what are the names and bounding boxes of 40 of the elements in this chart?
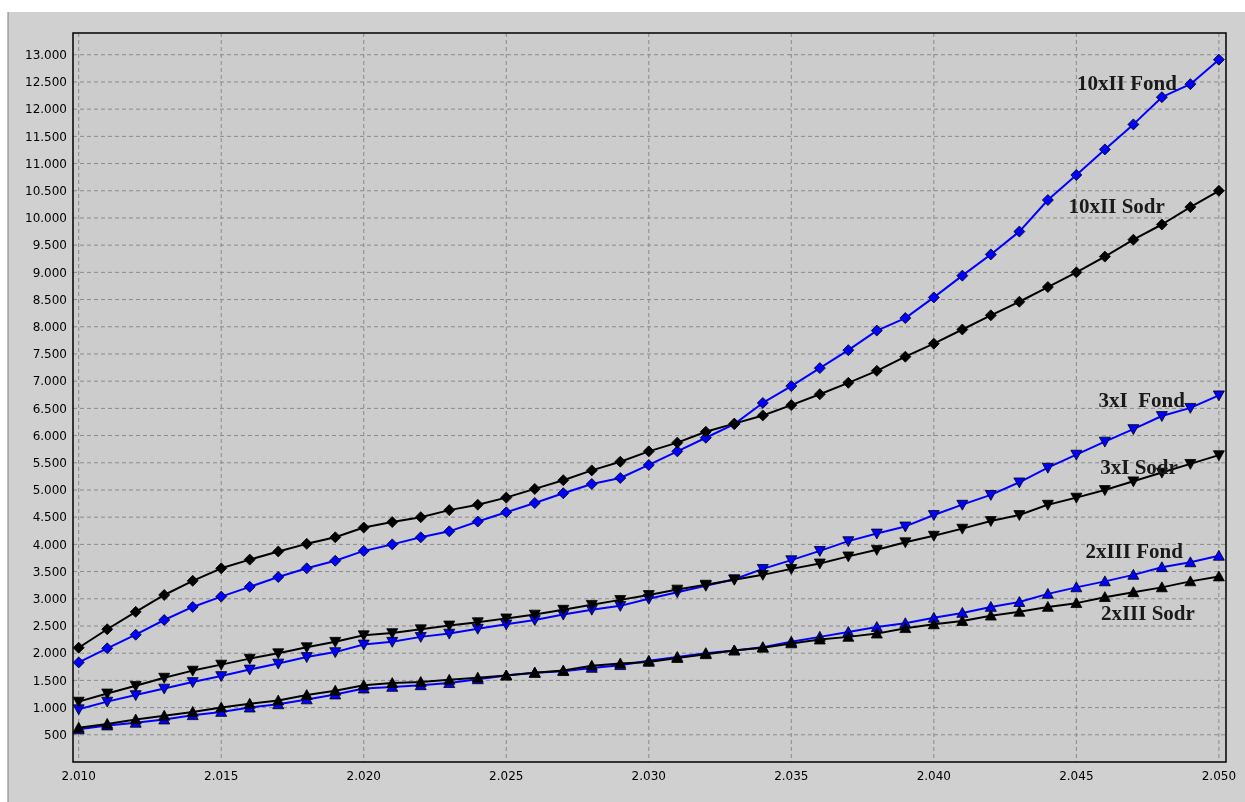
- x-tick-label: 2.020: [346, 769, 381, 784]
- y-tick-label: 9.500: [32, 238, 67, 253]
- x-tick-label: 2.050: [1201, 769, 1237, 784]
- x-tick-label: 2.035: [774, 769, 809, 784]
- y-tick-label: 1.500: [32, 673, 67, 688]
- y-tick-label: 4.000: [32, 537, 67, 552]
- y-tick-label: 3.000: [32, 591, 67, 606]
- y-tick-label: 2.500: [32, 619, 67, 634]
- y-tick-label: 7.500: [32, 347, 67, 362]
- y-tick-label: 10.000: [25, 211, 67, 226]
- y-tick-label: 11.500: [25, 129, 67, 144]
- y-tick-label: 8.000: [32, 319, 67, 334]
- x-tick-label: 2.030: [631, 769, 666, 784]
- series-label: 3xI Fond: [1098, 388, 1186, 413]
- x-tick-label: 2.040: [916, 769, 952, 784]
- y-tick-label: 3.500: [32, 564, 67, 579]
- y-tick-label: 13.000: [25, 47, 67, 62]
- y-tick-label: 8.500: [32, 292, 67, 307]
- y-tick-label: 5.000: [32, 483, 67, 498]
- y-tick-label: 500: [44, 728, 67, 742]
- series-label: 10xII Sodr: [1068, 193, 1165, 218]
- y-tick-label: 6.000: [32, 428, 67, 443]
- series-label: 2xIII Fond: [1085, 538, 1184, 563]
- y-tick-label: 12.000: [25, 102, 67, 117]
- y-tick-label: 7.000: [32, 374, 67, 389]
- y-tick-label: 6.500: [32, 401, 67, 416]
- y-tick-label: 10.500: [25, 183, 67, 198]
- y-tick-label: 12.500: [25, 75, 67, 90]
- y-tick-label: 2.000: [32, 646, 67, 661]
- x-tick-label: 2.015: [204, 769, 239, 784]
- series-label: 2xIII Sodr: [1100, 601, 1195, 626]
- y-tick-label: 4.500: [32, 510, 67, 525]
- x-tick-label: 2.045: [1059, 769, 1094, 784]
- x-tick-label: 2.025: [489, 769, 524, 784]
- series-label: 10xII Fond: [1077, 70, 1178, 95]
- y-tick-label: 11.000: [25, 156, 67, 171]
- y-tick-label: 9.000: [32, 265, 67, 280]
- y-tick-label: 5.500: [32, 455, 67, 470]
- x-tick-label: 2.010: [61, 769, 96, 784]
- y-tick-label: 1.000: [32, 700, 67, 715]
